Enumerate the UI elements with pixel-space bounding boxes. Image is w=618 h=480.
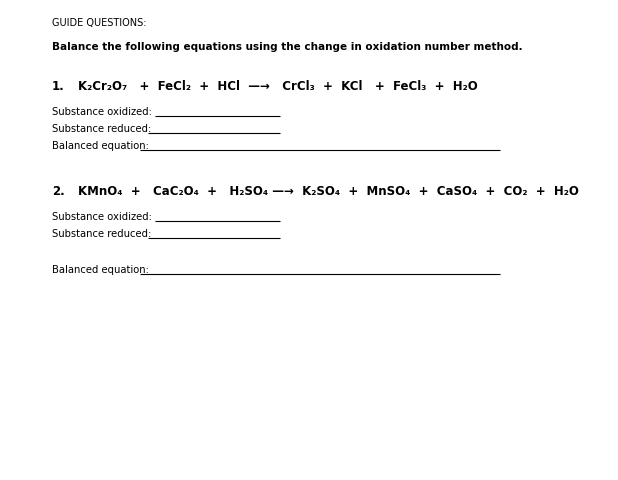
Text: GUIDE QUESTIONS:: GUIDE QUESTIONS:: [52, 18, 146, 28]
Text: Substance reduced:: Substance reduced:: [52, 124, 151, 134]
Text: KMnO₄  +   CaC₂O₄  +   H₂SO₄ —→  K₂SO₄  +  MnSO₄  +  CaSO₄  +  CO₂  +  H₂O: KMnO₄ + CaC₂O₄ + H₂SO₄ —→ K₂SO₄ + MnSO₄ …: [78, 185, 579, 198]
Text: Balanced equation:: Balanced equation:: [52, 141, 149, 151]
Text: Balanced equation:: Balanced equation:: [52, 264, 149, 275]
Text: Substance oxidized:: Substance oxidized:: [52, 107, 152, 117]
Text: K₂Cr₂O₇   +  FeCl₂  +  HCl  —→   CrCl₃  +  KCl   +  FeCl₃  +  H₂O: K₂Cr₂O₇ + FeCl₂ + HCl —→ CrCl₃ + KCl + F…: [78, 80, 478, 93]
Text: 2.: 2.: [52, 185, 65, 198]
Text: Substance reduced:: Substance reduced:: [52, 228, 151, 239]
Text: Substance oxidized:: Substance oxidized:: [52, 212, 152, 222]
Text: 1.: 1.: [52, 80, 65, 93]
Text: Balance the following equations using the change in oxidation number method.: Balance the following equations using th…: [52, 42, 523, 52]
